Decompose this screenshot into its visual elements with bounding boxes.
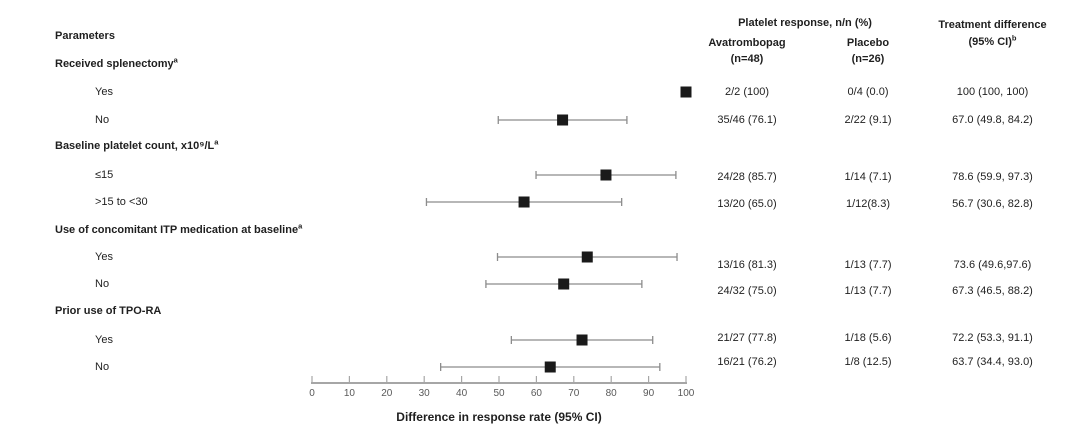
difference-value: 63.7 (34.4, 93.0) — [952, 356, 1033, 368]
x-axis-title: Difference in response rate (95% CI) — [396, 410, 602, 424]
parameter-item-label: No — [95, 278, 110, 290]
placebo-value: 1/8 (12.5) — [844, 356, 892, 368]
x-axis-tick-label: 60 — [531, 388, 543, 399]
treatment-difference-superscript: b — [1011, 33, 1017, 43]
estimate-marker — [581, 251, 593, 263]
x-axis-tick-label: 0 — [309, 388, 315, 399]
x-axis-tick-label: 90 — [643, 388, 655, 399]
x-axis-tick-label: 10 — [344, 388, 356, 399]
platelet-response-header: Platelet response, n/n (%) — [738, 17, 872, 29]
footnote-superscript: a — [214, 137, 219, 147]
footnote-superscript: a — [173, 55, 178, 65]
placebo-value: 1/13 (7.7) — [844, 259, 892, 271]
x-axis-tick-label: 50 — [493, 388, 505, 399]
estimate-marker — [518, 196, 530, 208]
avatrombopag-value: 24/28 (85.7) — [717, 171, 777, 183]
difference-value: 67.3 (46.5, 88.2) — [952, 285, 1033, 297]
difference-value: 56.7 (30.6, 82.8) — [952, 198, 1033, 210]
estimate-marker — [557, 114, 569, 126]
parameter-item-label: Yes — [95, 251, 113, 263]
placebo-value: 1/13 (7.7) — [844, 285, 892, 297]
arm-placebo-name: Placebo — [846, 37, 890, 49]
avatrombopag-value: 2/2 (100) — [724, 86, 770, 98]
estimate-marker — [576, 334, 588, 346]
parameter-group-label: Baseline platelet count, x10⁹/La — [55, 137, 219, 152]
placebo-value: 1/12(8.3) — [845, 198, 891, 210]
x-axis-tick-label: 40 — [456, 388, 468, 399]
x-axis-tick-label: 20 — [381, 388, 393, 399]
avatrombopag-value: 16/21 (76.2) — [717, 356, 777, 368]
arm-placebo-n: (n=26) — [851, 53, 885, 65]
parameter-item-label: No — [95, 361, 110, 373]
difference-value: 73.6 (49.6,97.6) — [953, 259, 1032, 271]
treatment-difference-header-line2: (95% CI)b — [920, 33, 1065, 49]
avatrombopag-value: 24/32 (75.0) — [717, 285, 777, 297]
x-axis-tick-label: 30 — [419, 388, 431, 399]
placebo-value: 0/4 (0.0) — [847, 86, 889, 98]
x-axis-tick-label: 80 — [606, 388, 618, 399]
difference-value: 100 (100, 100) — [956, 86, 1029, 98]
parameter-item-label: ≤15 — [95, 169, 114, 181]
parameters-header: Parameters — [55, 30, 115, 42]
avatrombopag-value: 21/27 (77.8) — [717, 332, 777, 344]
treatment-difference-ci-text: (95% CI) — [968, 36, 1012, 48]
x-axis-tick-label: 70 — [568, 388, 580, 399]
parameter-item-label: Yes — [95, 86, 113, 98]
avatrombopag-value: 35/46 (76.1) — [717, 114, 777, 126]
placebo-value: 2/22 (9.1) — [844, 114, 892, 126]
difference-value: 72.2 (53.3, 91.1) — [952, 332, 1033, 344]
estimate-marker — [680, 86, 692, 98]
avatrombopag-value: 13/20 (65.0) — [717, 198, 777, 210]
arm-avatrombopag-n: (n=48) — [730, 53, 764, 65]
parameter-group-label: Received splenectomya — [55, 55, 178, 70]
estimate-marker — [544, 361, 556, 373]
footnote-superscript: a — [298, 221, 303, 231]
difference-value: 67.0 (49.8, 84.2) — [952, 114, 1033, 126]
placebo-value: 1/18 (5.6) — [844, 332, 892, 344]
estimate-marker — [600, 169, 612, 181]
parameter-group-label: Prior use of TPO-RA — [55, 305, 162, 317]
parameter-item-label: Yes — [95, 334, 113, 346]
x-axis-tick-label: 100 — [678, 388, 695, 399]
avatrombopag-value: 13/16 (81.3) — [717, 259, 777, 271]
estimate-marker — [558, 278, 570, 290]
arm-avatrombopag-name: Avatrombopag — [708, 37, 786, 49]
parameter-item-label: >15 to <30 — [95, 196, 148, 208]
difference-value: 78.6 (59.9, 97.3) — [952, 171, 1033, 183]
parameter-group-label: Use of concomitant ITP medication at bas… — [55, 221, 303, 236]
treatment-difference-header-line1: Treatment difference — [938, 19, 1047, 31]
placebo-value: 1/14 (7.1) — [844, 171, 892, 183]
parameter-item-label: No — [95, 114, 110, 126]
